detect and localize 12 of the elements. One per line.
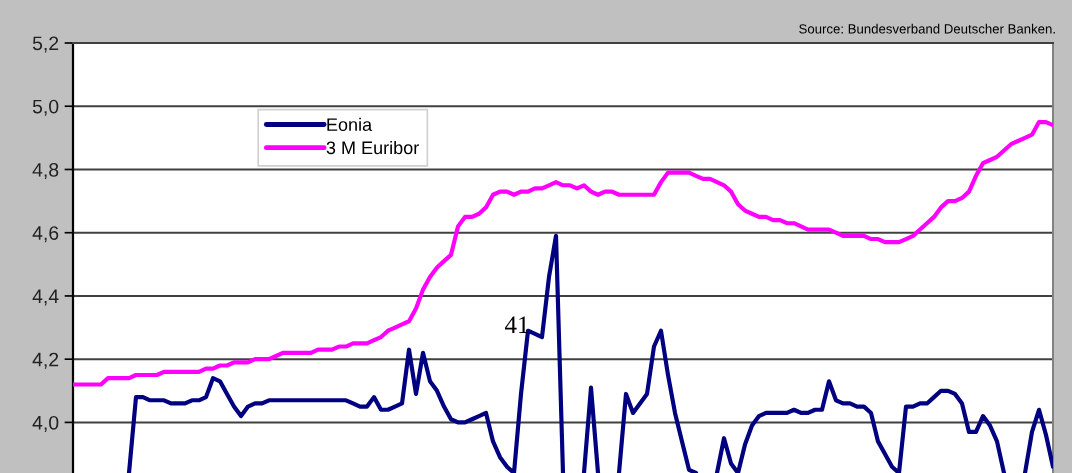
y-tick-label: 4,6 <box>32 226 59 243</box>
legend-label: 3 M Euribor <box>326 140 419 155</box>
y-tick-label: 5,0 <box>32 99 59 116</box>
annotation: 41 <box>504 316 528 334</box>
y-tick-label: 5,2 <box>32 36 59 53</box>
y-tick-label: 4,0 <box>32 415 59 432</box>
legend-label: Eonia <box>327 117 373 132</box>
y-tick-label: 4,2 <box>32 352 59 369</box>
line-series <box>73 119 1053 387</box>
source-note: Source: Bundesverband Deutscher Banken. <box>799 23 1055 34</box>
y-tick-label: 4,8 <box>32 162 59 179</box>
y-tick-label: 4,4 <box>32 289 59 306</box>
